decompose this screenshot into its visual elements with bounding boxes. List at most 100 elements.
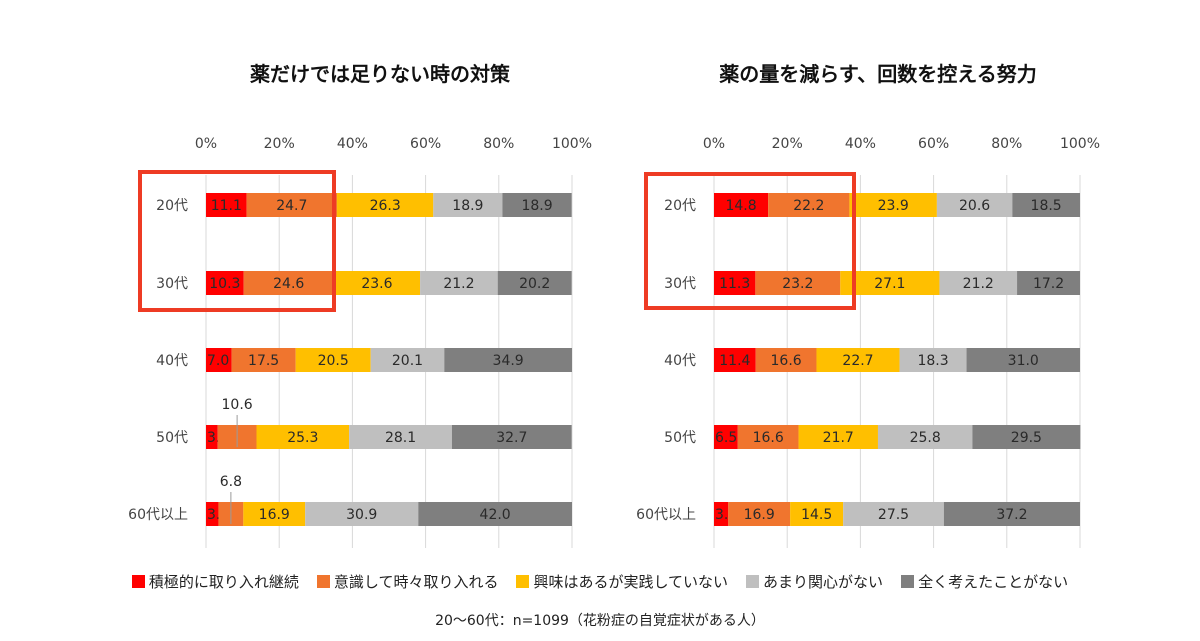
right-data-label: 27.5: [878, 507, 909, 523]
right-category-label: 20代: [664, 198, 696, 214]
right-bar-1-4: [936, 193, 1013, 217]
legend-item-3: 興味はあるが実践していない: [516, 571, 728, 592]
right-data-label: 14.8: [725, 198, 756, 214]
left-category-label: 30代: [156, 276, 188, 292]
sample-note: 20〜60代：n=1099（花粉症の自覚症状がある人）: [435, 613, 765, 629]
left-bar-5-3: [243, 502, 306, 526]
left-x-tick-label: 0%: [195, 136, 217, 152]
chart-title-left: 薬だけでは足りない時の対策: [250, 62, 510, 86]
legend-swatch: [901, 575, 915, 588]
right-category-label: 50代: [664, 430, 696, 446]
left-data-label: 32.7: [496, 430, 527, 446]
left-data-label: 7.0: [207, 353, 229, 369]
left-data-label: 11.1: [211, 198, 242, 214]
legend-item-5: 全く考えたことがない: [901, 571, 1068, 592]
left-data-label: 26.3: [370, 198, 401, 214]
right-category-label: 40代: [664, 353, 696, 369]
right-x-tick-label: 40%: [845, 136, 876, 152]
right-bar-3-2: [755, 348, 817, 372]
right-x-tick-label: 0%: [703, 136, 725, 152]
right-x-tick-label: 20%: [772, 136, 803, 152]
right-data-label: 16.9: [744, 507, 775, 523]
right-data-label: 16.6: [771, 353, 802, 369]
right-x-tick-label: 100%: [1060, 136, 1100, 152]
left-data-label: 20.2: [519, 276, 550, 292]
right-data-label: 23.2: [782, 276, 813, 292]
left-data-label: 42.0: [480, 507, 511, 523]
right-data-label: 21.2: [963, 276, 994, 292]
legend-item-1: 積極的に取り入れ継続: [131, 571, 299, 592]
right-bar-2-5: [1017, 271, 1080, 295]
right-bar-4-5: [972, 425, 1081, 449]
left-bar-2-2: [243, 271, 334, 295]
left-highlight-box: [138, 170, 336, 312]
left-bar-3-1: [206, 348, 232, 372]
right-bar-1-1: [714, 193, 769, 217]
left-bar-4-4: [349, 425, 452, 449]
left-x-tick-label: 40%: [337, 136, 368, 152]
legend-swatch: [316, 575, 330, 588]
right-data-label: 18.5: [1031, 198, 1062, 214]
legend-swatch: [131, 575, 145, 588]
left-data-label: 18.9: [521, 198, 552, 214]
left-bar-3-2: [231, 348, 296, 372]
chart-title-right: 薬の量を減らす、回数を控える努力: [719, 62, 1037, 86]
right-category-label: 30代: [664, 276, 696, 292]
legend-label: あまり関心がない: [763, 573, 884, 591]
left-data-label: 24.7: [276, 198, 307, 214]
right-bar-2-1: [714, 271, 756, 295]
left-data-label: 17.5: [248, 353, 279, 369]
right-data-label: 18.3: [917, 353, 948, 369]
right-category-label: 60代以上: [636, 507, 696, 523]
left-data-label: 23.6: [361, 276, 392, 292]
right-bar-3-4: [899, 348, 967, 372]
right-bar-3-3: [816, 348, 900, 372]
left-category-label: 60代以上: [128, 507, 188, 523]
left-bar-3-3: [295, 348, 371, 372]
left-bar-2-3: [333, 271, 421, 295]
left-bar-1-3: [337, 193, 434, 217]
right-bar-5-1: [714, 502, 729, 526]
left-data-label: 20.5: [318, 353, 349, 369]
right-data-label: 16.6: [753, 430, 784, 446]
right-data-label: 27.1: [874, 276, 905, 292]
left-bar-1-5: [502, 193, 572, 217]
right-bar-1-5: [1012, 193, 1080, 217]
right-data-label: 22.7: [842, 353, 873, 369]
right-data-label: 29.5: [1011, 430, 1042, 446]
right-bar-2-2: [755, 271, 841, 295]
legend-label: 興味はあるが実践していない: [533, 573, 729, 591]
right-data-label: 11.4: [719, 353, 750, 369]
legend-item-2: 意識して時々取り入れる: [316, 571, 498, 592]
right-data-label: 20.6: [959, 198, 990, 214]
left-bar-2-4: [420, 271, 498, 295]
left-data-label: 25.3: [287, 430, 318, 446]
legend-label: 積極的に取り入れ継続: [148, 573, 299, 591]
right-highlight-box: [644, 172, 856, 310]
right-bar-4-4: [877, 425, 973, 449]
right-x-tick-label: 60%: [918, 136, 949, 152]
right-bar-5-4: [843, 502, 944, 526]
left-bar-5-1: [206, 502, 219, 526]
right-data-label: 37.2: [996, 507, 1027, 523]
left-bar-2-5: [497, 271, 572, 295]
left-data-label: 10.3: [209, 276, 240, 292]
right-data-label: 31.0: [1008, 353, 1039, 369]
right-bar-2-4: [939, 271, 1018, 295]
legend-label: 全く考えたことがない: [918, 573, 1069, 591]
right-data-label: 14.5: [801, 507, 832, 523]
right-bar-5-3: [790, 502, 844, 526]
left-x-tick-label: 60%: [410, 136, 441, 152]
left-bar-1-2: [246, 193, 338, 217]
right-data-label: 23.9: [878, 198, 909, 214]
left-data-label: 34.9: [493, 353, 524, 369]
right-data-label: 6.5: [715, 430, 737, 446]
right-bar-4-1: [714, 425, 738, 449]
left-data-label: 28.1: [385, 430, 416, 446]
legend: 積極的に取り入れ継続 意識して時々取り入れる 興味はあるが実践していない あまり関心が…: [0, 571, 1200, 592]
left-callout-label: 6.8: [220, 474, 242, 490]
right-data-label: 21.7: [823, 430, 854, 446]
left-data-label: 24.6: [273, 276, 304, 292]
left-category-label: 50代: [156, 430, 188, 446]
